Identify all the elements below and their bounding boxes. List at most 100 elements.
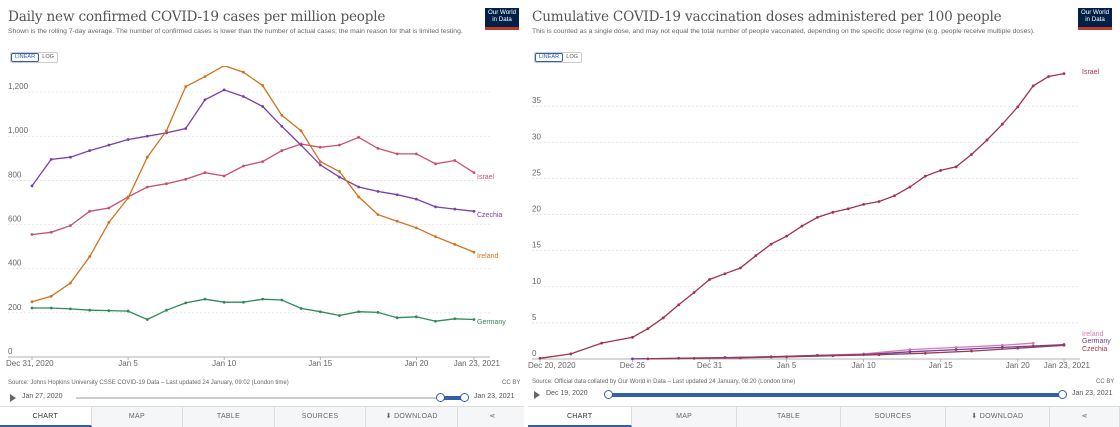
data-point — [434, 319, 437, 323]
y-tick-label: 0 — [532, 349, 537, 358]
y-tick-label: 800 — [8, 170, 22, 179]
log-scale-button[interactable]: LOG — [566, 54, 579, 60]
tab-table[interactable]: TABLE — [183, 407, 275, 427]
x-tick-label: Jan 10 — [852, 361, 877, 370]
data-point — [939, 169, 943, 172]
play-icon[interactable] — [534, 391, 540, 399]
tab-map[interactable]: MAP — [92, 407, 184, 427]
data-point — [785, 234, 788, 238]
download-label: DOWNLOAD — [394, 413, 438, 420]
linear-scale-button[interactable]: LINEAR — [11, 53, 40, 62]
x-tick-label: Jan 15 — [308, 359, 333, 368]
data-point — [472, 209, 476, 213]
download-icon: ⬇ — [385, 413, 395, 420]
data-point — [222, 88, 226, 92]
data-point — [184, 127, 188, 130]
chart-tabs: CHART MAP TABLE SOURCES ⬇ DOWNLOAD ⋖ — [528, 406, 1120, 427]
data-point — [1031, 84, 1035, 88]
data-point — [395, 219, 399, 223]
scale-toggle: LINEAR LOG — [534, 52, 583, 63]
data-point — [107, 309, 111, 313]
y-tick-label: 25 — [532, 168, 541, 177]
tab-table[interactable]: TABLE — [737, 407, 842, 427]
data-point — [318, 160, 322, 164]
x-tick-label: Dec 20, 2020 — [528, 361, 576, 370]
data-point — [376, 213, 380, 217]
data-point — [376, 146, 380, 150]
y-tick-label: 30 — [532, 132, 541, 141]
timeline-end-handle[interactable] — [1058, 390, 1067, 399]
data-point — [318, 310, 322, 314]
data-point — [954, 346, 958, 349]
data-point — [434, 235, 437, 239]
data-point — [241, 95, 245, 98]
linear-scale-button[interactable]: LINEAR — [535, 53, 564, 62]
owid-logo[interactable]: Our World in Data — [1078, 8, 1112, 30]
data-point — [184, 85, 188, 88]
data-point — [877, 200, 881, 203]
x-tick-label: Jan 23, 2021 — [1044, 361, 1091, 370]
data-point — [923, 351, 927, 355]
tab-map[interactable]: MAP — [632, 407, 737, 427]
x-tick-label: Dec 31, 2020 — [6, 359, 54, 368]
x-tick-label: Dec 26 — [620, 361, 646, 370]
data-point — [985, 138, 989, 142]
data-point — [908, 348, 912, 352]
x-tick-label: Dec 31 — [697, 361, 723, 370]
data-point — [280, 124, 284, 128]
data-point — [222, 66, 226, 67]
tab-chart[interactable]: CHART — [0, 407, 92, 427]
data-point — [184, 301, 188, 305]
timeline-end-handle[interactable] — [460, 393, 469, 402]
owid-logo[interactable]: Our World in Data — [485, 8, 519, 30]
data-point — [414, 315, 418, 319]
data-point — [318, 163, 322, 167]
series-label: Ireland — [477, 253, 499, 260]
tab-download[interactable]: ⬇ DOWNLOAD — [366, 407, 458, 427]
data-point — [69, 281, 72, 285]
data-point — [357, 195, 361, 199]
y-tick-label: 600 — [8, 215, 22, 224]
x-tick-label: Jan 10 — [212, 359, 237, 368]
data-point — [1000, 343, 1004, 347]
tab-chart[interactable]: CHART — [528, 407, 633, 427]
timeline-start-handle[interactable] — [436, 393, 445, 402]
data-point — [280, 149, 284, 152]
x-tick-label: Jan 5 — [118, 359, 138, 368]
data-point — [88, 308, 92, 312]
data-point — [569, 352, 573, 356]
data-point — [395, 316, 399, 320]
data-point — [203, 98, 207, 102]
data-point — [738, 266, 742, 270]
data-point — [299, 129, 303, 133]
share-button[interactable]: ⋖ — [458, 407, 528, 427]
data-point — [145, 155, 149, 159]
y-tick-label: 400 — [8, 259, 22, 268]
y-tick-label: 0 — [8, 347, 13, 356]
logo-line-2: in Data — [1085, 15, 1105, 23]
tab-download[interactable]: ⬇ DOWNLOAD — [946, 407, 1051, 427]
series-line-czechia — [31, 89, 475, 212]
series-label: Ireland — [1082, 331, 1104, 338]
tab-sources[interactable]: SOURCES — [841, 407, 946, 427]
data-point — [738, 356, 742, 360]
data-point — [453, 159, 457, 162]
timeline-track[interactable] — [76, 397, 462, 399]
share-button[interactable]: ⋖ — [1050, 407, 1120, 427]
timeline-start-handle[interactable] — [604, 390, 613, 399]
license-link[interactable]: CC BY — [1096, 379, 1115, 385]
data-point — [453, 317, 457, 321]
data-point — [357, 310, 361, 314]
series-label: Israel — [477, 174, 495, 181]
data-point — [646, 327, 650, 331]
data-point — [954, 165, 958, 169]
play-icon[interactable] — [10, 394, 16, 402]
license-link[interactable]: CC BY — [502, 380, 521, 386]
data-point — [723, 272, 727, 276]
tab-sources[interactable]: SOURCES — [275, 407, 367, 427]
data-point — [222, 300, 226, 304]
log-scale-button[interactable]: LOG — [42, 54, 55, 60]
data-point — [126, 138, 130, 141]
data-point — [954, 348, 958, 352]
data-point — [69, 224, 72, 228]
